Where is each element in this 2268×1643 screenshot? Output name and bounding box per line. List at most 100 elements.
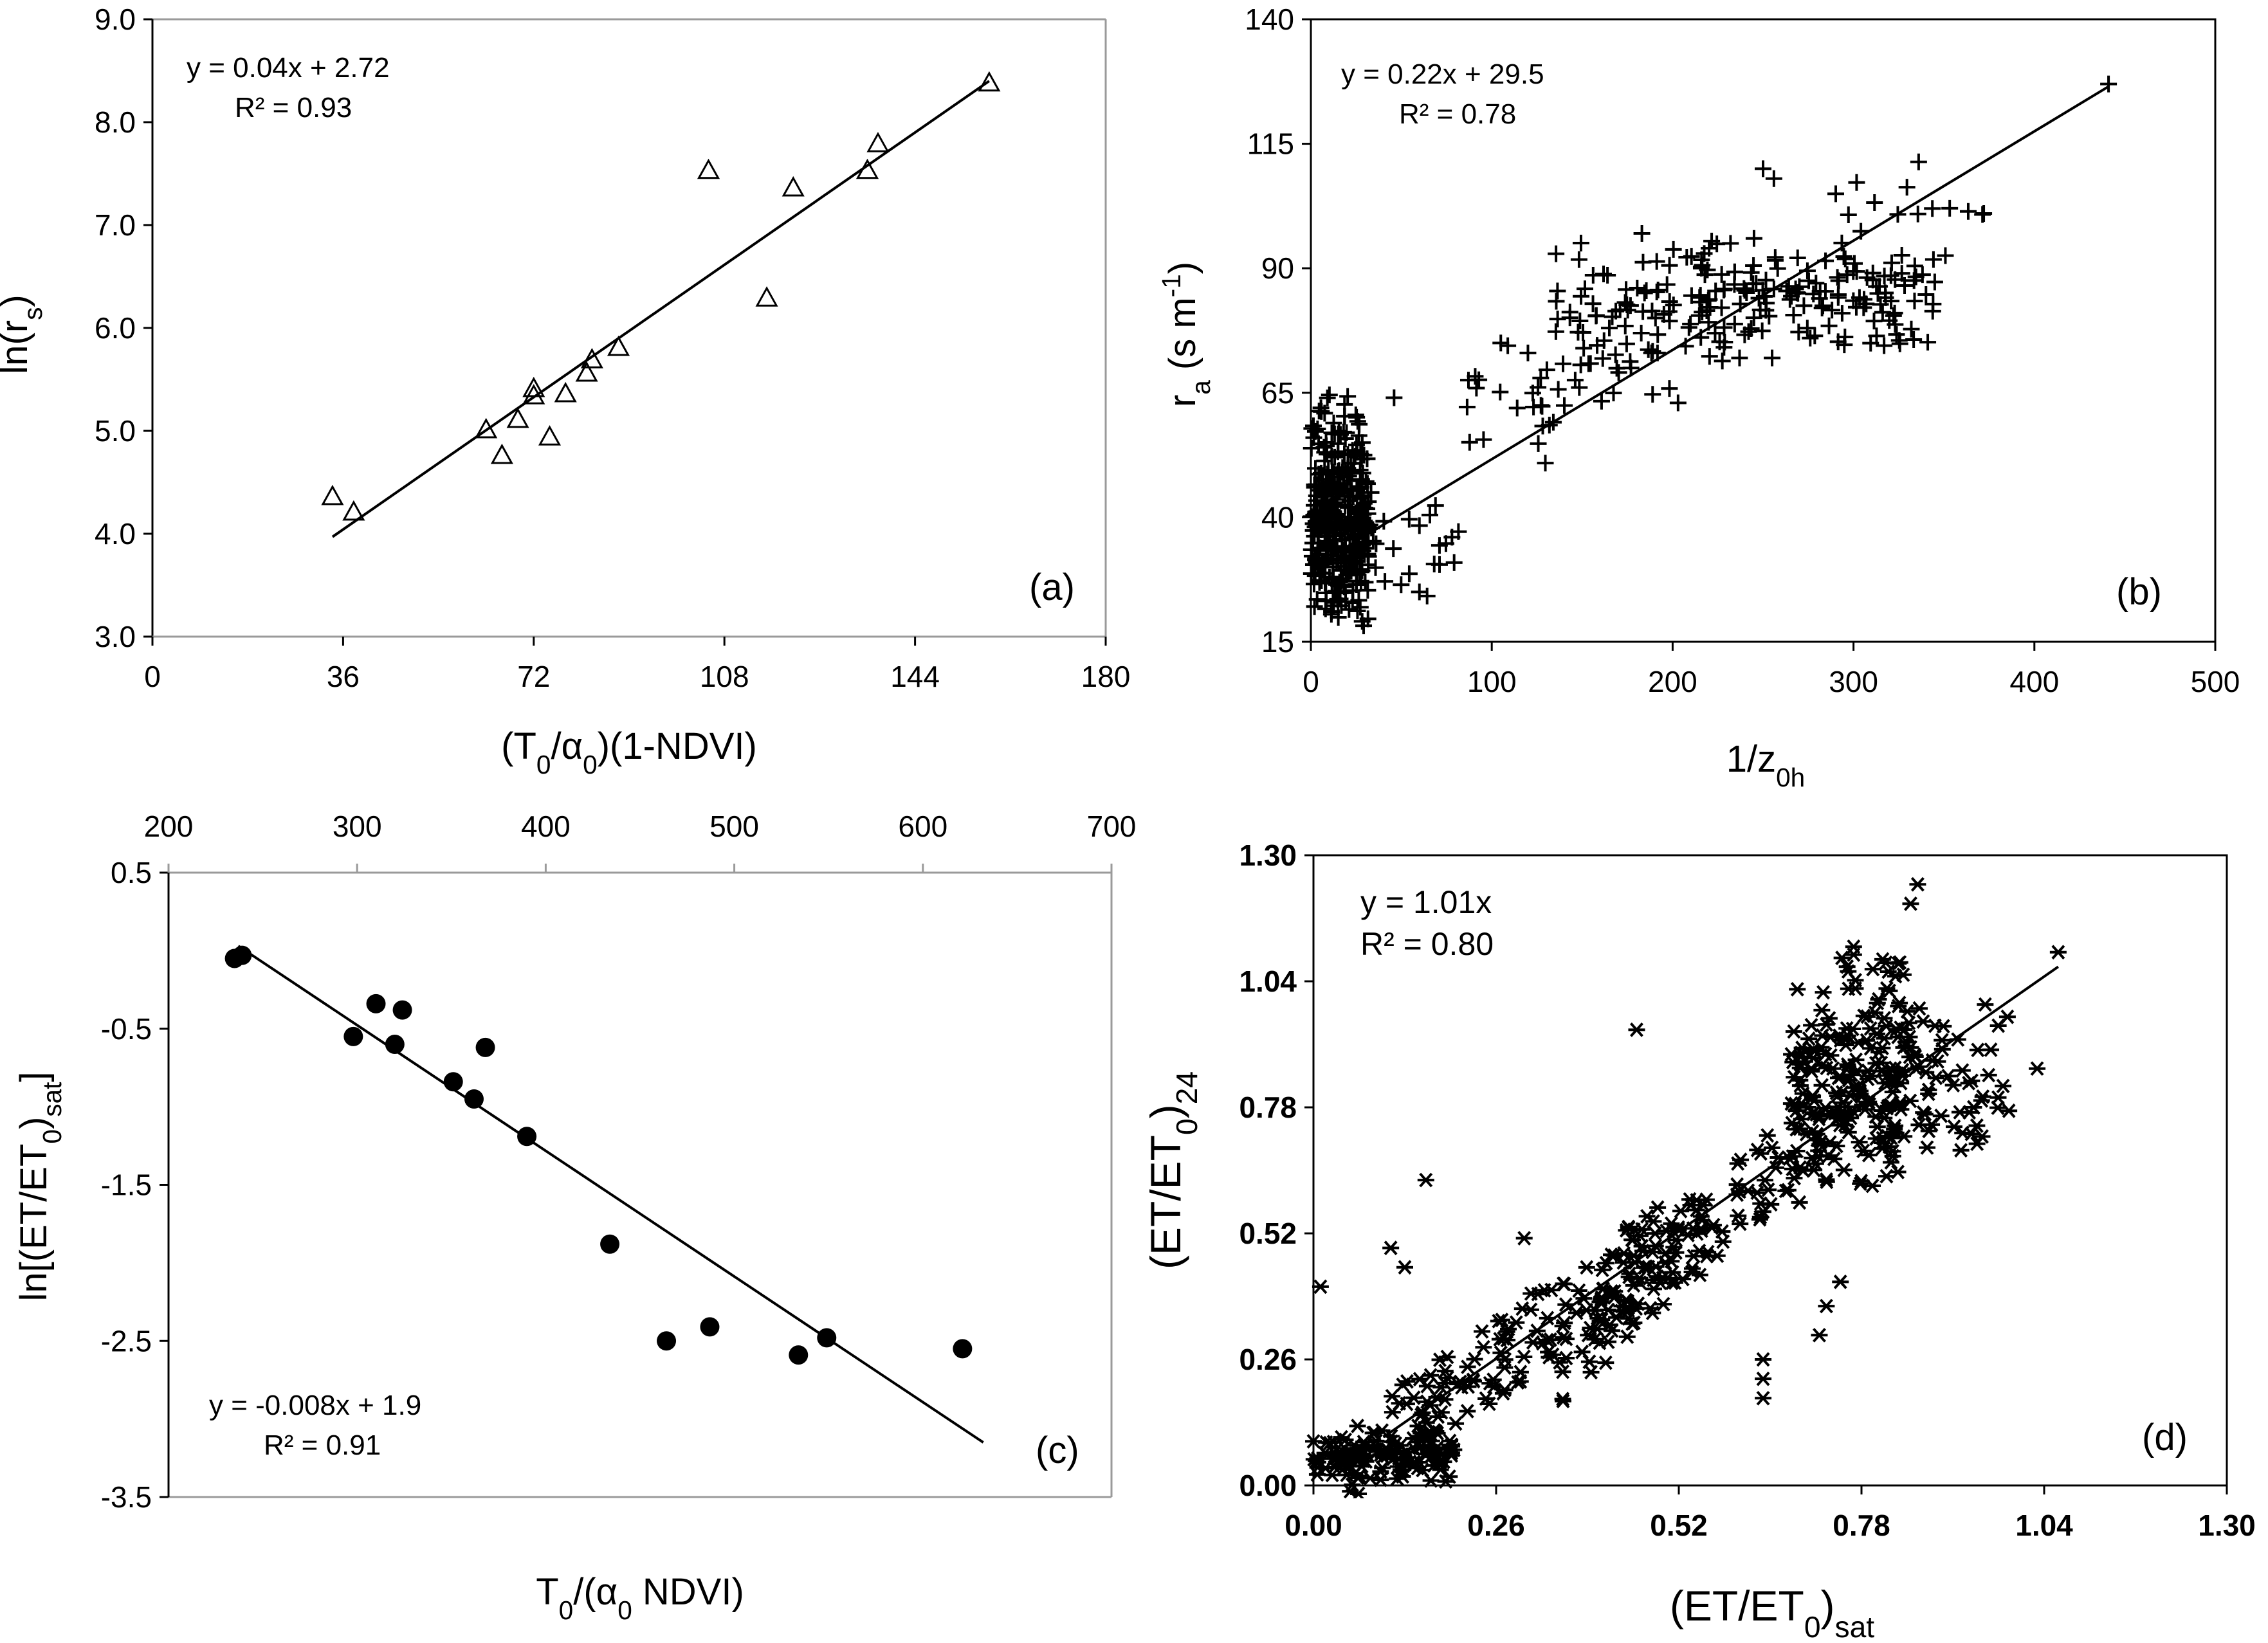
panel-b-data-point <box>1319 389 1336 406</box>
panel-b-data-point <box>1874 304 1891 321</box>
panel-a-xtick-label: 108 <box>700 660 749 693</box>
panel-d-data-point <box>1834 1085 1851 1100</box>
panel-d-data-point <box>1813 1078 1831 1093</box>
panel-d-data-point <box>1779 1183 1797 1198</box>
panel-d-data-point <box>1830 1070 1847 1085</box>
panel-d-data-point <box>1879 964 1897 979</box>
panel-d-xtick-label: 0.52 <box>1650 1509 1708 1542</box>
panel-b-data-point <box>1891 335 1908 352</box>
panel-b-data-point <box>1411 583 1428 601</box>
panel-b-data-point <box>1648 284 1665 301</box>
panel-d-data-point <box>1840 964 1857 979</box>
panel-a-data-point <box>554 381 577 403</box>
panel-d-data-point <box>1998 1009 2016 1024</box>
panel-b-data-point <box>1324 477 1341 495</box>
panel-d-data-point <box>1691 1267 1708 1283</box>
panel-d-data-point <box>1876 1111 1893 1126</box>
panel-b-data-point <box>1352 490 1369 507</box>
panel-b-ytick-label: 15 <box>1261 625 1294 658</box>
panel-b-data-point <box>1530 379 1547 396</box>
panel-b-data-point <box>1616 294 1634 311</box>
panel-a-markers <box>321 71 1001 521</box>
panel-d-xtick-label: 0.26 <box>1467 1509 1525 1542</box>
panel-b-data-point <box>1644 386 1661 403</box>
panel-d-data-point <box>1854 1143 1872 1159</box>
panel-d-data-point <box>1523 1286 1540 1301</box>
panel-b-data-point <box>1829 269 1846 286</box>
panel-b-data-point <box>1355 617 1373 635</box>
panel-b-data-point <box>1308 476 1325 493</box>
panel-b-data-point <box>1706 325 1724 342</box>
panel-d-data-point <box>1820 1011 1838 1026</box>
panel-c-equation: y = -0.008x + 1.9 <box>209 1390 421 1421</box>
panel-d-data-point <box>1391 1395 1408 1411</box>
panel-b-data-point <box>1917 286 1935 304</box>
panel-d-data-point <box>1914 1014 1932 1029</box>
panel-d-data-point <box>1593 1312 1611 1327</box>
panel-b-y-axis-label: ra (s m-1) <box>1157 262 1216 407</box>
panel-d-data-point <box>1398 1445 1415 1460</box>
panel-b-data-point <box>1344 464 1361 482</box>
panel-d-data-point <box>1973 1129 1991 1144</box>
panel-d-data-point <box>1811 1327 1828 1343</box>
panel-d-data-point <box>1578 1260 1595 1275</box>
panel-d-data-point <box>1437 1474 1454 1489</box>
panel-d-data-point <box>1874 952 1891 967</box>
panel-b-data-point <box>1634 253 1652 271</box>
panel-c-xtick-label: 700 <box>1087 810 1137 843</box>
panel-d-data-point <box>1594 1262 1611 1278</box>
panel-b-data-point <box>1864 271 1881 289</box>
panel-b-data-point <box>1766 249 1784 266</box>
panel-d-data-point <box>1509 1375 1526 1390</box>
panel-d-data-point <box>1873 1064 1890 1079</box>
panel-b-data-point <box>1701 239 1718 257</box>
panel-b-data-point <box>1616 318 1634 335</box>
panel-d-data-point <box>1867 1005 1884 1021</box>
panel-b-data-point <box>1829 333 1847 350</box>
panel-d-data-point <box>1372 1447 1389 1462</box>
panel-b-data-point <box>1572 234 1589 251</box>
panel-d-data-point <box>1763 1140 1780 1156</box>
panel-d-data-point <box>1939 1069 1957 1084</box>
panel-d-data-point <box>1474 1324 1491 1339</box>
panel-d-data-point <box>1481 1375 1499 1391</box>
panel-d-data-point <box>1466 1352 1483 1367</box>
panel-b-data-point <box>1359 581 1376 599</box>
panel-b-data-point <box>1865 313 1883 330</box>
panel-d-data-point <box>1436 1363 1454 1379</box>
panel-b-data-point <box>1769 260 1786 277</box>
panel-d-data-point <box>1879 1098 1897 1114</box>
panel-d-data-point <box>1920 1123 1937 1139</box>
panel-b-data-point <box>1556 397 1573 414</box>
panel-b-data-point <box>1693 251 1710 269</box>
panel-b-data-point <box>1715 319 1733 336</box>
panel-d-data-point <box>1618 1329 1636 1345</box>
panel-b-data-point <box>1310 403 1328 420</box>
panel-d-data-point <box>1791 1195 1808 1210</box>
panel-d-data-point <box>1876 1031 1893 1046</box>
panel-b-data-point <box>1331 426 1349 443</box>
panel-b-data-point <box>1742 264 1760 281</box>
panel-b-data-point <box>1537 455 1554 472</box>
panel-d-data-point <box>1515 1349 1533 1365</box>
panel-b-ytick-label: 140 <box>1245 3 1294 36</box>
panel-b-data-point <box>1571 379 1588 396</box>
panel-b-data-point <box>1885 307 1902 324</box>
panel-b-data-point <box>1418 587 1436 604</box>
panel-d-data-point <box>1618 1222 1635 1238</box>
panel-b-data-point <box>1595 332 1613 349</box>
panel-d-data-point <box>1598 1255 1615 1271</box>
panel-d-data-point <box>1443 1445 1460 1460</box>
panel-b-data-point <box>1582 355 1599 372</box>
panel-a-data-point <box>866 132 890 152</box>
panel-b-data-point <box>1313 556 1331 573</box>
panel-d-data-point <box>1953 1063 1971 1078</box>
panel-b-xtick-label: 300 <box>1829 665 1878 698</box>
panel-d-data-point <box>1755 1371 1772 1386</box>
panel-d-data-point <box>1791 1160 1809 1175</box>
panel-b-data-point <box>1632 325 1650 342</box>
panel-d-data-point <box>2049 945 2067 960</box>
panel-b-data-point <box>1326 448 1344 466</box>
panel-b-data-point <box>1321 501 1339 518</box>
panel-d-data-point <box>1649 1269 1666 1284</box>
